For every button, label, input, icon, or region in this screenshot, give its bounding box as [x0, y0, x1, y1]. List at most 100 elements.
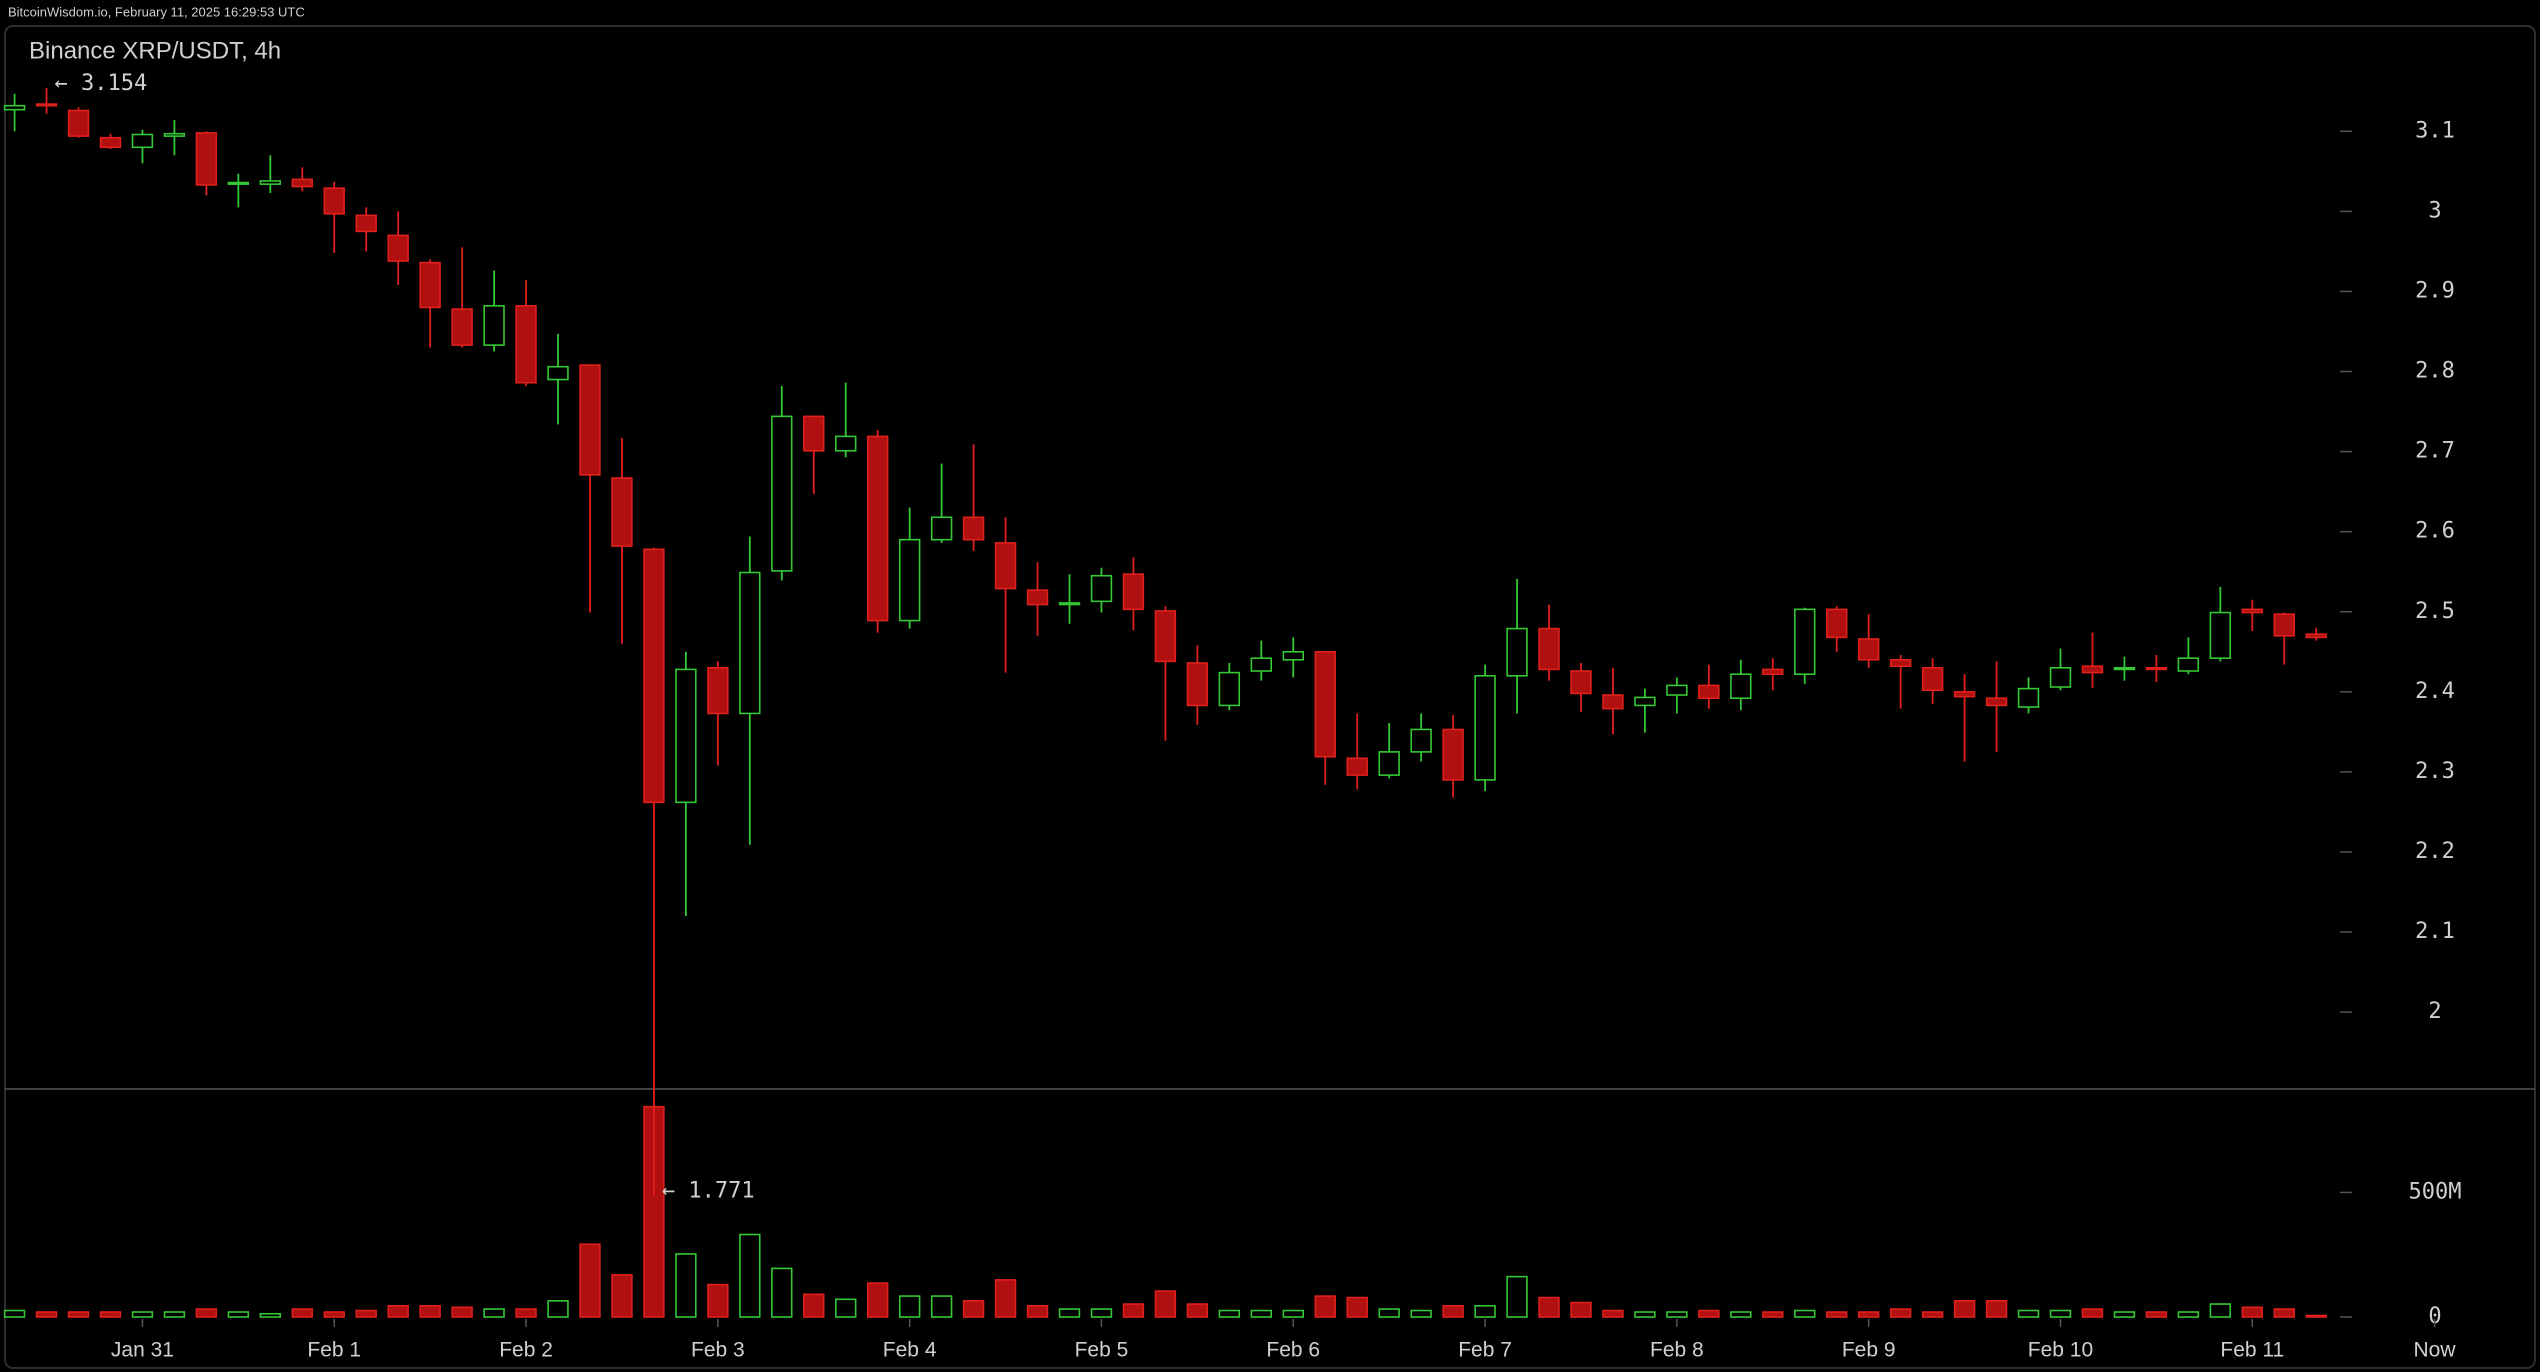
y-tick-label: 2.7: [2415, 439, 2455, 464]
candle-body: [2241, 608, 2264, 614]
volume-bar: [131, 1311, 154, 1318]
volume-bar: [1826, 1311, 1848, 1318]
volume-bar: [1698, 1309, 1720, 1318]
candle-body: [771, 415, 793, 572]
candle-body: [1953, 691, 1976, 698]
candle-body: [35, 103, 58, 107]
candle-body: [1985, 697, 2008, 707]
volume-bar: [1090, 1308, 1113, 1318]
candle-body: [387, 234, 409, 262]
candle-body: [898, 538, 921, 622]
candle-body: [835, 435, 857, 452]
y-tick-label: 2: [2428, 999, 2441, 1024]
volume-bar: [259, 1312, 282, 1318]
x-tick-label: Feb 1: [307, 1339, 361, 1362]
volume-bar: [1762, 1311, 1784, 1318]
volume-bar: [803, 1293, 825, 1318]
candle-body: [1826, 608, 1848, 639]
y-tick-label: 2.5: [2415, 599, 2455, 624]
candle-body: [2113, 667, 2136, 671]
candle-body: [1154, 610, 1177, 663]
candle-body: [866, 435, 889, 622]
volume-bar: [1250, 1309, 1273, 1318]
candle-body: [99, 136, 122, 149]
candle-body: [1538, 627, 1560, 671]
candle-body: [547, 365, 569, 381]
candle-body: [67, 109, 90, 137]
volume-bar: [1666, 1311, 1688, 1318]
volume-bar: [707, 1283, 729, 1318]
candle-body: [451, 308, 473, 346]
volume-bar: [291, 1308, 313, 1318]
volume-bar: [771, 1267, 793, 1318]
volume-bar: [227, 1311, 250, 1318]
volume-bar: [2273, 1308, 2295, 1318]
volume-bar: [866, 1282, 889, 1318]
candle-body: [1921, 667, 1944, 692]
volume-bar: [1442, 1304, 1464, 1318]
candle-body: [2081, 665, 2104, 674]
volume-bar: [1730, 1311, 1752, 1318]
volume-bar: [35, 1311, 58, 1318]
volume-bar: [1857, 1311, 1880, 1318]
y-tick-label: 2.4: [2415, 679, 2455, 704]
candle-body: [1889, 658, 1912, 668]
extreme-annotation: ← 1.771: [662, 1179, 755, 1204]
candle-body: [195, 132, 218, 186]
x-tick-label: Feb 2: [499, 1339, 553, 1362]
y-tick-label: 2.6: [2415, 519, 2455, 544]
x-tick-label: Feb 10: [2028, 1339, 2093, 1362]
candle-body: [355, 214, 377, 233]
candle-body: [2049, 667, 2072, 688]
candle-body: [1410, 728, 1432, 753]
volume-bar: [1058, 1308, 1081, 1318]
candle-body: [707, 667, 729, 715]
candle-body: [2145, 667, 2168, 671]
candle-body: [2305, 633, 2327, 639]
candle-body: [1378, 751, 1400, 776]
x-tick-label: Feb 4: [883, 1339, 937, 1362]
volume-bar: [2049, 1309, 2072, 1318]
volume-bar: [1314, 1295, 1336, 1318]
volume-bar: [547, 1300, 569, 1318]
volume-bar: [2113, 1311, 2136, 1318]
volume-bar: [898, 1295, 921, 1318]
volume-bar: [1570, 1301, 1592, 1318]
volume-bar: [163, 1311, 186, 1318]
candle-body: [1570, 670, 1592, 695]
volume-bar: [419, 1304, 441, 1318]
y-tick-label: 2.1: [2415, 919, 2455, 944]
source-stamp: BitcoinWisdom.io, February 11, 2025 16:2…: [8, 4, 305, 19]
volume-bar: [994, 1279, 1017, 1318]
candle-body: [1218, 671, 1241, 707]
volume-bar: [675, 1253, 697, 1318]
y-tick-label: 2.8: [2415, 359, 2455, 384]
volume-bar: [739, 1233, 761, 1318]
volume-bar: [1218, 1309, 1241, 1318]
y-tick-label: 2.3: [2415, 759, 2455, 784]
volume-bar: [1410, 1309, 1432, 1318]
candle-body: [803, 415, 825, 452]
volume-bar: [1186, 1303, 1209, 1318]
candle-body: [1730, 673, 1752, 700]
candle-body: [2273, 613, 2295, 637]
volume-bar: [515, 1308, 537, 1318]
candle-body: [1474, 675, 1496, 781]
volume-bar: [451, 1306, 473, 1318]
volume-bar: [1506, 1275, 1528, 1318]
candle-body: [1026, 589, 1049, 606]
candle-body: [259, 180, 282, 185]
candle-body: [1186, 662, 1209, 707]
volume-bar: [483, 1308, 505, 1318]
candle-body: [643, 548, 665, 804]
volume-bar: [1154, 1290, 1177, 1318]
volume-bar: [835, 1298, 857, 1318]
y-tick-label: 2.2: [2415, 839, 2455, 864]
volume-bar: [1346, 1296, 1368, 1318]
volume-bar: [611, 1274, 633, 1318]
volume-bar: [67, 1311, 90, 1318]
candle-body: [1857, 638, 1880, 661]
candle-body: [515, 305, 537, 384]
